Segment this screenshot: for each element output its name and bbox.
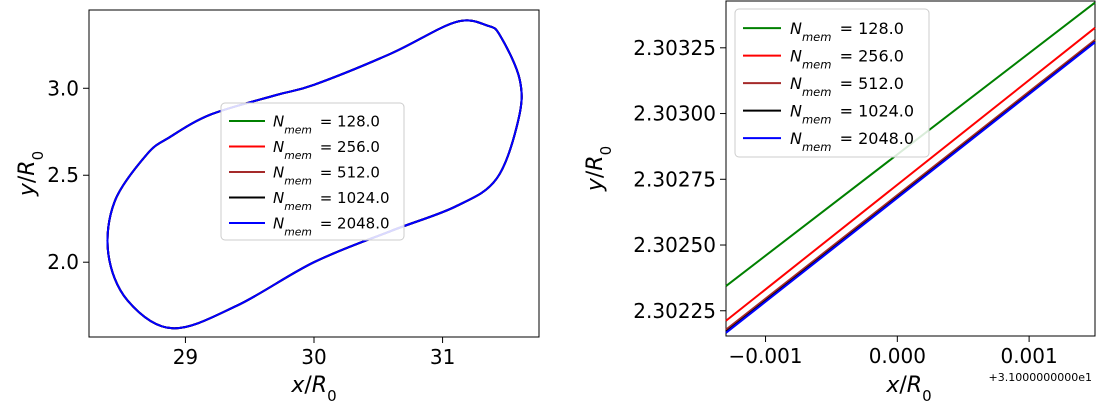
right-x-axis-label-r: R xyxy=(907,373,922,398)
left-y-axis-label: y/R0 xyxy=(15,151,47,197)
legend-value: 128.0 xyxy=(858,19,904,38)
left-x-tick-label: 30 xyxy=(301,345,326,369)
left-y-axis-label-r: R xyxy=(15,160,40,175)
right-series-line xyxy=(725,27,1096,322)
left-x-tick-label: 31 xyxy=(430,345,455,369)
left-legend-entry: Nmem = 512.0 xyxy=(273,163,380,187)
left-y-tick-label: 3.0 xyxy=(47,76,79,100)
left-legend-entry: Nmem = 1024.0 xyxy=(273,189,390,213)
left-y-axis-label-slash: / xyxy=(15,175,40,183)
right-y-tick-label: 2.30300 xyxy=(633,102,716,126)
right-x-axis-label-slash: / xyxy=(899,373,907,398)
right-x-axis-label-var: x xyxy=(885,373,900,398)
right-x-axis-label: x/R0 xyxy=(885,373,931,402)
legend-value: 256.0 xyxy=(858,46,904,65)
right-x-axis-label-sub: 0 xyxy=(922,387,932,402)
right-y-axis-label: y/R0 xyxy=(583,146,615,192)
left-x-tick-label: 29 xyxy=(173,345,198,369)
right-axes-frame xyxy=(725,0,1096,337)
right-y-axis-label-sub: 0 xyxy=(597,146,615,156)
left-legend-entry: Nmem = 128.0 xyxy=(273,112,380,136)
left-y-axis-label-sub: 0 xyxy=(29,151,47,161)
legend-value: 512.0 xyxy=(858,74,904,93)
right-x-tick-label: 0.000 xyxy=(869,344,926,368)
right-y-axis-label-r: R xyxy=(583,155,608,170)
left-x-axis-label-slash: / xyxy=(304,373,312,398)
right-legend-entry: Nmem = 1024.0 xyxy=(790,101,914,126)
left-legend-box xyxy=(220,102,405,241)
legend-value: 1024.0 xyxy=(858,101,914,120)
legend-value: 2048.0 xyxy=(858,129,914,148)
right-series-line xyxy=(725,39,1096,331)
right-legend-entry: Nmem = 256.0 xyxy=(790,46,904,71)
right-plot: −0.001 0.000 0.001 2.30225 2.30250 2.30275 2.3… xyxy=(583,0,1096,402)
right-y-tick-label: 2.30275 xyxy=(633,167,716,191)
left-series-line xyxy=(106,19,523,330)
legend-value: 128.0 xyxy=(337,112,380,130)
left-y-axis-label-var: y xyxy=(15,182,40,197)
right-y-axis-label-slash: / xyxy=(583,170,608,178)
right-legend-entry: Nmem = 512.0 xyxy=(790,74,904,99)
right-y-axis-label-var: y xyxy=(583,177,608,192)
right-x-tick-label: 0.001 xyxy=(1000,344,1057,368)
left-x-axis-label: x/R0 xyxy=(290,373,336,402)
right-x-offset-text: +3.1000000000e1 xyxy=(989,371,1092,384)
right-y-tick-label: 2.30225 xyxy=(633,299,716,323)
legend-value: 2048.0 xyxy=(337,214,390,232)
right-legend-entry: Nmem = 128.0 xyxy=(790,19,904,44)
right-legend-entry: Nmem = 2048.0 xyxy=(790,129,914,154)
left-x-axis-label-sub: 0 xyxy=(327,387,337,402)
legend-value: 512.0 xyxy=(337,163,380,181)
left-x-axis-label-r: R xyxy=(312,373,327,398)
left-legend-entry: Nmem = 2048.0 xyxy=(273,214,390,238)
legend-value: 1024.0 xyxy=(337,189,390,207)
left-y-tick-label: 2.5 xyxy=(47,163,79,187)
right-x-tick-label: −0.001 xyxy=(729,344,803,368)
right-y-tick-label: 2.30250 xyxy=(633,233,716,257)
right-series-line xyxy=(725,41,1096,334)
left-x-axis-label-var: x xyxy=(290,373,305,398)
right-y-tick-label: 2.30325 xyxy=(633,36,716,60)
left-y-tick-label: 2.0 xyxy=(47,250,79,274)
legend-value: 256.0 xyxy=(337,138,380,156)
right-legend-box xyxy=(734,8,930,158)
left-legend-entry: Nmem = 256.0 xyxy=(273,138,380,162)
